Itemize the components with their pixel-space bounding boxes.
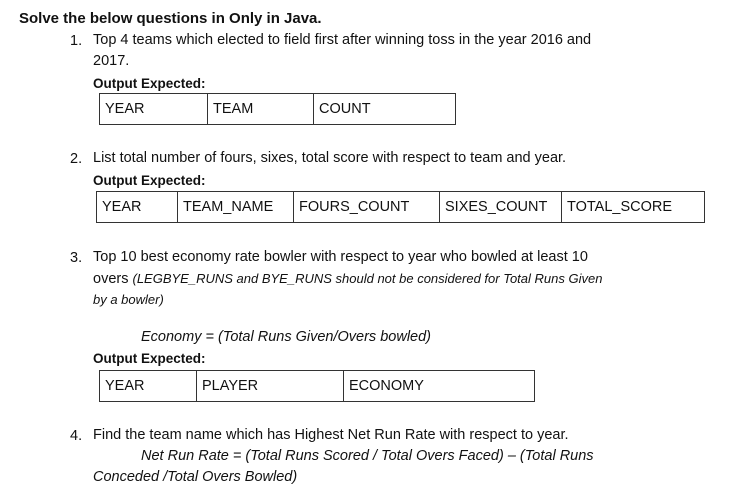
column-header-team-name: TEAM_NAME [177, 191, 294, 223]
question-1-output-label: Output Expected: [93, 76, 206, 91]
question-3-note-line2: by a bowler) [93, 292, 164, 307]
question-3-note: (LEGBYE_RUNS and BYE_RUNS should not be … [132, 271, 603, 286]
column-header-team: TEAM [207, 93, 314, 125]
column-header-count: COUNT [313, 93, 456, 125]
question-1-text-line1: Top 4 teams which elected to field first… [93, 32, 592, 48]
economy-formula: Economy = (Total Runs Given/Overs bowled… [141, 329, 431, 345]
question-4-text-line1: Find the team name which has Highest Net… [93, 427, 569, 443]
net-run-rate-formula-line2: Conceded /Total Overs Bowled) [93, 469, 298, 485]
question-3-text-line1: Top 10 best economy rate bowler with res… [93, 249, 588, 265]
column-header-player: PLAYER [196, 370, 344, 402]
net-run-rate-formula-line1: Net Run Rate = (Total Runs Scored / Tota… [141, 448, 594, 464]
question-4-number: 4. [70, 428, 83, 444]
table-row: YEAR PLAYER ECONOMY [99, 370, 535, 402]
question-3-output-table: YEAR PLAYER ECONOMY [99, 370, 535, 402]
column-header-year: YEAR [96, 191, 178, 223]
column-header-year: YEAR [99, 93, 208, 125]
table-row: YEAR TEAM_NAME FOURS_COUNT SIXES_COUNT T… [96, 191, 705, 223]
column-header-year: YEAR [99, 370, 197, 402]
column-header-economy: ECONOMY [343, 370, 535, 402]
question-3-overs-text: overs [93, 271, 133, 287]
question-3-number: 3. [70, 250, 83, 266]
question-2-text-line1: List total number of fours, sixes, total… [93, 150, 567, 166]
question-3-text-line2: overs (LEGBYE_RUNS and BYE_RUNS should n… [93, 269, 602, 290]
question-3-output-label: Output Expected: [93, 351, 206, 366]
column-header-total-score: TOTAL_SCORE [561, 191, 705, 223]
question-1-number: 1. [70, 33, 83, 49]
question-1-output-table: YEAR TEAM COUNT [99, 93, 456, 125]
column-header-fours-count: FOURS_COUNT [293, 191, 440, 223]
page-title: Solve the below questions in Only in Jav… [19, 10, 322, 27]
question-2-output-label: Output Expected: [93, 173, 206, 188]
column-header-sixes-count: SIXES_COUNT [439, 191, 562, 223]
question-2-output-table: YEAR TEAM_NAME FOURS_COUNT SIXES_COUNT T… [96, 191, 705, 223]
question-1-text-line2: 2017. [93, 53, 130, 69]
table-row: YEAR TEAM COUNT [99, 93, 456, 125]
question-2-number: 2. [70, 151, 83, 167]
